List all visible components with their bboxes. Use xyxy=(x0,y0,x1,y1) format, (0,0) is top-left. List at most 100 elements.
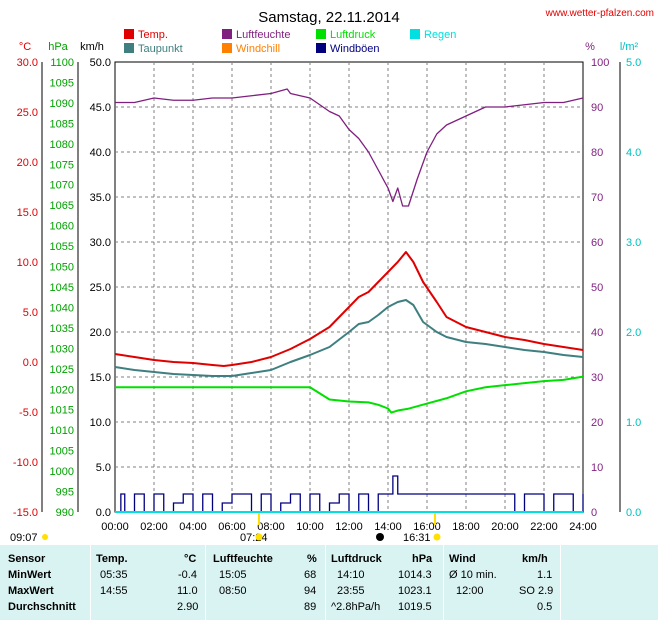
moon-phase-icon xyxy=(376,533,384,541)
legend-swatch xyxy=(316,29,326,39)
hdr-humidity-unit: % xyxy=(307,553,317,565)
row-label-max: MaxWert xyxy=(8,585,54,597)
tick-hpa: 1075 xyxy=(50,159,74,171)
legend-label: Luftdruck xyxy=(330,29,376,41)
avg-hum-value: 89 xyxy=(304,601,317,613)
tick-percent: 30 xyxy=(591,372,603,384)
tick-time: 14:00 xyxy=(374,521,402,533)
tick-kmh: 40.0 xyxy=(90,147,111,159)
series-luftdruck xyxy=(115,375,584,414)
max-hum-value: 94 xyxy=(304,585,317,597)
tick-time: 02:00 xyxy=(140,521,168,533)
tick-time: 12:00 xyxy=(335,521,363,533)
legend-swatch xyxy=(316,43,326,53)
avg-temp-value: 2.90 xyxy=(177,601,199,613)
tick-hpa: 1025 xyxy=(50,364,74,376)
tick-percent: 20 xyxy=(591,417,603,429)
hdr-sensor: Sensor xyxy=(8,553,46,565)
tick-rain: 4.0 xyxy=(626,147,641,159)
hdr-pressure-unit: hPa xyxy=(412,553,433,565)
row-label-avg: Durchschnitt xyxy=(8,601,76,613)
legend-label: Luftfeuchte xyxy=(236,29,290,41)
tick-rain: 5.0 xyxy=(626,57,641,69)
hdr-temp-unit: °C xyxy=(184,553,197,565)
tick-kmh: 5.0 xyxy=(96,462,111,474)
sunrise-icon xyxy=(255,533,263,541)
min-press-time: 14:10 xyxy=(337,569,365,581)
tick-time: 10:00 xyxy=(296,521,324,533)
tick-time: 24:00 xyxy=(569,521,597,533)
tick-percent: 40 xyxy=(591,327,603,339)
tick-percent: 60 xyxy=(591,237,603,249)
max-wind-time: 12:00 xyxy=(456,585,484,597)
unit-percent: % xyxy=(585,41,595,53)
max-temp-time: 14:55 xyxy=(100,585,128,597)
tick-percent: 10 xyxy=(591,462,603,474)
source-url: www.wetter-pfalzen.com xyxy=(545,8,654,19)
max-hum-time: 08:50 xyxy=(219,585,247,597)
moonrise-time: 09:07 xyxy=(10,532,38,544)
tick-celsius: -5.0 xyxy=(19,407,38,419)
tick-celsius: 15.0 xyxy=(17,207,38,219)
tick-kmh: 0.0 xyxy=(96,507,111,519)
tick-hpa: 1040 xyxy=(50,302,74,314)
series-taupunkt xyxy=(114,299,584,377)
max-press-time: 23:55 xyxy=(337,585,365,597)
hdr-wind-unit: km/h xyxy=(522,553,548,565)
legend-label: Regen xyxy=(424,29,456,41)
min-press-value: 1014.3 xyxy=(398,569,432,581)
tick-hpa: 1045 xyxy=(50,282,74,294)
tick-celsius: -10.0 xyxy=(13,457,38,469)
tick-kmh: 50.0 xyxy=(90,57,111,69)
tick-hpa: 1100 xyxy=(50,57,74,69)
hdr-wind: Wind xyxy=(449,553,476,565)
tick-hpa: 1005 xyxy=(50,446,74,458)
tick-time: 00:00 xyxy=(101,521,129,533)
hdr-temp: Temp. xyxy=(96,553,128,565)
moonrise-icon xyxy=(42,534,48,540)
tick-celsius: 0.0 xyxy=(23,357,38,369)
tick-hpa: 1090 xyxy=(50,98,74,110)
tick-hpa: 1070 xyxy=(50,180,74,192)
avg-wind-value: 0.5 xyxy=(537,601,553,613)
legend-swatch xyxy=(124,29,134,39)
tick-kmh: 35.0 xyxy=(90,192,111,204)
legend-label: Temp. xyxy=(138,29,168,41)
tick-celsius: 10.0 xyxy=(17,257,38,269)
legend-swatch xyxy=(124,43,134,53)
max-temp-value: 11.0 xyxy=(177,585,198,597)
unit-kmh: km/h xyxy=(80,41,104,53)
sunset-time: 16:31 xyxy=(403,532,431,544)
tick-hpa: 1030 xyxy=(50,343,74,355)
stats-table: Sensor Temp. °C Luftfeuchte % Luftdruck … xyxy=(0,545,658,620)
tick-time: 18:00 xyxy=(452,521,480,533)
min-hum-value: 68 xyxy=(304,569,317,581)
tick-celsius: -15.0 xyxy=(13,507,38,519)
avg-press-value: 1019.5 xyxy=(398,601,432,613)
tick-percent: 0 xyxy=(591,507,597,519)
tick-hpa: 1085 xyxy=(50,118,74,130)
min-temp-value: -0.4 xyxy=(178,569,197,581)
tick-hpa: 990 xyxy=(56,507,74,519)
legend-label: Taupunkt xyxy=(138,43,183,55)
unit-rain: l/m² xyxy=(620,41,639,53)
tick-percent: 70 xyxy=(591,192,603,204)
min-wind-value: 1.1 xyxy=(537,569,553,581)
legend-swatch xyxy=(410,29,420,39)
min-temp-time: 05:35 xyxy=(100,569,128,581)
tick-kmh: 30.0 xyxy=(90,237,111,249)
wind-avg-label: Ø 10 min. xyxy=(449,569,497,581)
min-hum-time: 15:05 xyxy=(219,569,247,581)
legend-label: Windböen xyxy=(330,43,380,55)
tick-hpa: 1015 xyxy=(50,405,74,417)
series-temp xyxy=(114,251,584,367)
tick-hpa: 1035 xyxy=(50,323,74,335)
tick-celsius: 30.0 xyxy=(17,57,38,69)
tick-hpa: 1060 xyxy=(50,221,74,233)
sunrise-marker xyxy=(258,513,260,525)
tick-hpa: 1000 xyxy=(50,466,74,478)
weather-chart: Samstag, 22.11.2014 www.wetter-pfalzen.co… xyxy=(10,8,654,544)
tick-hpa: 1080 xyxy=(50,139,74,151)
tick-rain: 3.0 xyxy=(626,237,641,249)
pressure-trend: ^2.8hPa/h xyxy=(331,601,381,613)
